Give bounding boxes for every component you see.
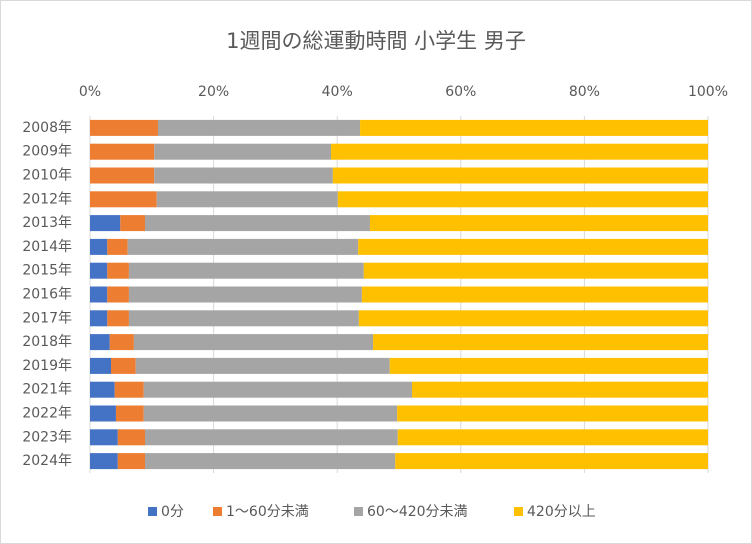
bar-segment [90,429,118,446]
y-tick-label: 2024年 [22,453,72,469]
bar-segment [111,357,136,374]
legend-swatch [213,507,222,516]
bar-segment [90,405,116,422]
y-tick-label: 2019年 [22,358,72,374]
bar-segment [90,453,118,470]
bar-segment [337,191,708,208]
bar-segment [90,215,121,232]
x-tick-label: 60% [445,84,476,100]
legend-label: 60～420分未満 [367,504,468,520]
bar-segment [145,215,370,232]
bar-segment [363,262,708,279]
bar-segment [361,286,708,303]
y-tick-label: 2022年 [22,406,72,422]
bar-segment [90,262,108,279]
y-tick-label: 2010年 [22,168,72,184]
bar-segment [90,286,108,303]
bar-segment [157,119,361,136]
bar-segment [90,191,157,208]
bar-segment [389,357,708,374]
bar-segment [107,286,129,303]
x-tick-label: 80% [569,84,600,100]
bar-segment [358,238,708,255]
bar-segment [120,215,146,232]
bar-segment [90,238,108,255]
y-tick-label: 2013年 [22,215,72,231]
legend-swatch [514,507,523,516]
y-tick-label: 2009年 [22,144,72,160]
y-tick-label: 2017年 [22,310,72,326]
bar-segment [90,310,108,327]
x-tick-label: 40% [322,84,353,100]
bar-segment [411,381,708,398]
bar-segment [117,429,146,446]
legend-label: 0分 [161,504,184,520]
y-tick-label: 2023年 [22,429,72,445]
bar-segment [397,405,708,422]
legend-swatch [354,507,363,516]
bar-segment [90,357,112,374]
chart-title: 1週間の総運動時間 小学生 男子 [226,29,526,53]
bar-segment [90,119,158,136]
bar-segment [143,405,398,422]
legend-label: 420分以上 [527,504,596,520]
bar-segment [133,334,374,351]
bar-segment [143,381,412,398]
bar-segment [145,429,398,446]
bar-segment [90,381,115,398]
y-tick-label: 2012年 [22,191,72,207]
x-tick-label: 100% [688,84,728,100]
bar-segment [373,334,708,351]
y-tick-label: 2008年 [22,120,72,136]
bar-segment [128,286,362,303]
bar-segment [109,334,134,351]
bar-segment [107,310,129,327]
bar-segment [154,167,333,184]
bar-segment [128,262,364,279]
bar-segment [154,143,332,160]
bar-segment [90,143,155,160]
y-tick-label: 2014年 [22,239,72,255]
y-tick-label: 2018年 [22,334,72,350]
bar-segment [90,167,155,184]
legend-label: 1～60分未満 [226,504,309,520]
bar-segment [397,429,708,446]
bar-segment [114,381,144,398]
bar-segment [115,405,144,422]
bar-segment [145,453,396,470]
bar-segment [107,238,128,255]
bar-segment [360,119,708,136]
bar-segment [331,143,708,160]
x-tick-label: 20% [198,84,229,100]
legend-swatch [148,507,157,516]
bar-segment [332,167,708,184]
bar-segment [128,310,359,327]
bar-segment [395,453,708,470]
y-tick-label: 2021年 [22,382,72,398]
bar-segment [369,215,708,232]
bar-segment [358,310,708,327]
bar-segment [107,262,129,279]
bar-segment [127,238,359,255]
y-tick-label: 2015年 [22,263,72,279]
bar-segment [135,357,390,374]
x-tick-label: 0% [79,84,101,100]
bar-segment [156,191,338,208]
y-tick-label: 2016年 [22,287,72,303]
bar-segment [90,334,110,351]
bar-segment [117,453,146,470]
